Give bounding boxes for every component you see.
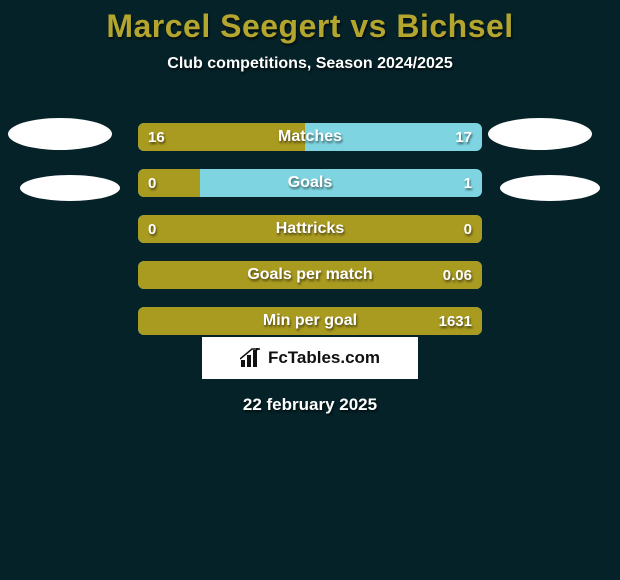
player-avatar-right xyxy=(488,118,592,150)
footer-logo-text: FcTables.com xyxy=(268,348,380,368)
stat-row: Goals per match0.06 xyxy=(138,261,482,289)
page-title: Marcel Seegert vs Bichsel xyxy=(0,0,620,45)
page-subtitle: Club competitions, Season 2024/2025 xyxy=(0,55,620,73)
player-avatar-right xyxy=(500,175,600,201)
stat-row: Goals01 xyxy=(138,169,482,197)
player-avatar-left xyxy=(20,175,120,201)
footer-logo: FcTables.com xyxy=(202,337,418,379)
stat-fill xyxy=(138,261,482,289)
stat-value-right: 1 xyxy=(454,169,482,197)
stat-fill xyxy=(138,307,482,335)
stat-value-right: 17 xyxy=(445,123,482,151)
stat-fill xyxy=(138,123,305,151)
stat-row: Hattricks00 xyxy=(138,215,482,243)
stat-row: Min per goal1631 xyxy=(138,307,482,335)
footer-date: 22 february 2025 xyxy=(0,395,620,415)
stat-fill xyxy=(138,169,200,197)
bar-chart-icon xyxy=(240,348,262,368)
player-avatar-left xyxy=(8,118,112,150)
comparison-chart: Matches1617 Goals01 Hattricks00 Goals per m… xyxy=(0,105,620,315)
stat-row: Matches1617 xyxy=(138,123,482,151)
stat-fill xyxy=(138,215,482,243)
